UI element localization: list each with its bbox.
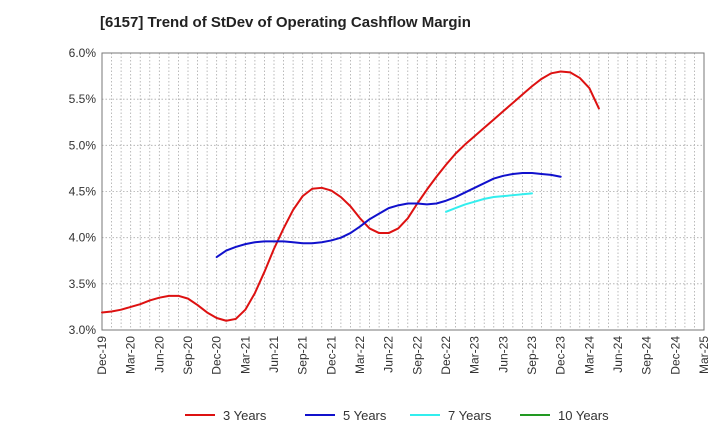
legend-label-7-years: 7 Years bbox=[448, 408, 492, 423]
x-tick-label: Sep-24 bbox=[640, 336, 654, 375]
x-tick-label: Dec-20 bbox=[210, 336, 224, 375]
plot-frame bbox=[101, 52, 705, 331]
y-tick-label: 5.5% bbox=[69, 92, 97, 106]
x-tick-label: Jun-23 bbox=[496, 336, 510, 373]
x-tick-label: Dec-22 bbox=[439, 336, 453, 375]
y-tick-label: 4.5% bbox=[69, 185, 97, 199]
y-tick-label: 6.0% bbox=[69, 46, 97, 60]
x-tick-label: Mar-20 bbox=[124, 336, 138, 374]
x-tick-label: Sep-21 bbox=[296, 336, 310, 375]
x-tick-label: Mar-25 bbox=[697, 336, 711, 374]
x-tick-label: Mar-24 bbox=[582, 336, 596, 374]
x-tick-label: Dec-21 bbox=[324, 336, 338, 375]
x-tick-label: Jun-22 bbox=[382, 336, 396, 373]
x-tick-label: Dec-24 bbox=[668, 336, 682, 375]
series-line-5-years bbox=[215, 172, 562, 259]
legend-label-5-years: 5 Years bbox=[343, 408, 387, 423]
x-tick-label: Jun-24 bbox=[611, 336, 625, 373]
x-tick-label: Dec-19 bbox=[95, 336, 109, 375]
y-tick-label: 3.0% bbox=[69, 323, 97, 337]
x-tick-label: Jun-21 bbox=[267, 336, 281, 373]
y-tick-label: 4.0% bbox=[69, 231, 97, 245]
x-tick-label: Mar-23 bbox=[468, 336, 482, 374]
x-tick-label: Jun-20 bbox=[152, 336, 166, 373]
series-line-7-years bbox=[445, 192, 533, 213]
legend-label-10-years: 10 Years bbox=[558, 408, 609, 423]
x-tick-label: Sep-22 bbox=[410, 336, 424, 375]
chart-title: [6157] Trend of StDev of Operating Cashf… bbox=[100, 14, 471, 31]
y-tick-label: 5.0% bbox=[69, 138, 97, 152]
y-tick-label: 3.5% bbox=[69, 277, 97, 291]
legend-label-3-years: 3 Years bbox=[223, 408, 267, 423]
x-tick-label: Mar-22 bbox=[353, 336, 367, 374]
x-tick-label: Sep-20 bbox=[181, 336, 195, 375]
series-line-3-years bbox=[101, 70, 600, 322]
x-tick-label: Mar-21 bbox=[238, 336, 252, 374]
x-tick-label: Sep-23 bbox=[525, 336, 539, 375]
x-tick-label: Dec-23 bbox=[554, 336, 568, 375]
